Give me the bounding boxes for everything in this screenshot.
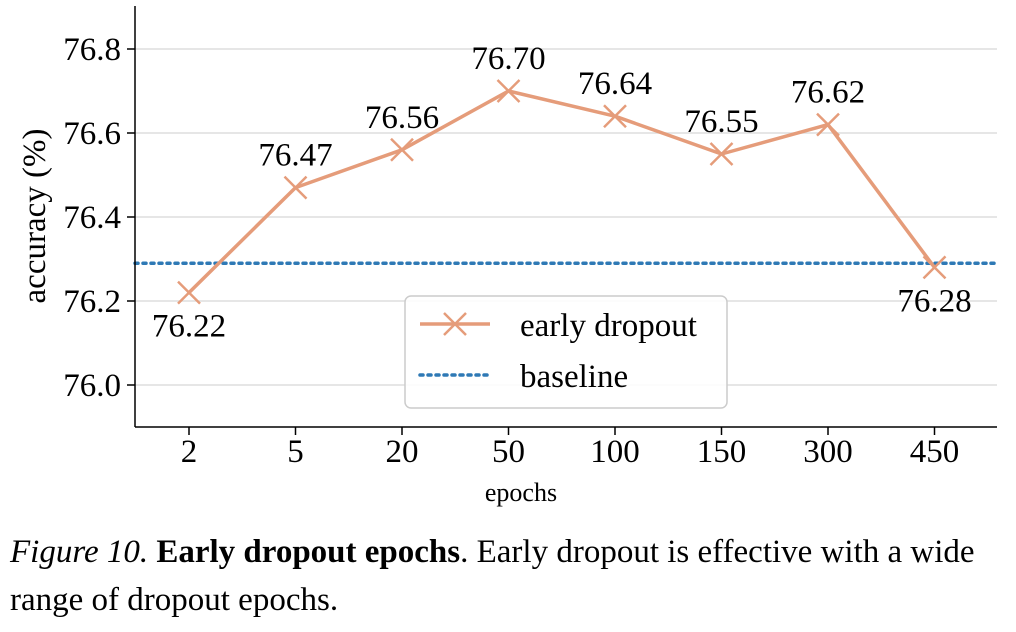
early-dropout-series [177, 79, 947, 305]
data-label: 76.70 [471, 41, 545, 77]
x-tick-label: 20 [386, 434, 419, 470]
data-label: 76.47 [258, 138, 332, 174]
y-axis-label: accuracy (%) [17, 129, 53, 304]
caption-title: Early dropout epochs [156, 534, 461, 570]
marker-stroke [816, 112, 840, 137]
legend: early dropout baseline [404, 295, 728, 409]
legend-entry-early-dropout [420, 312, 490, 336]
early-dropout-line [187, 89, 936, 294]
y-tick-label: 76.4 [63, 200, 121, 236]
marker-stroke [496, 79, 521, 103]
marker-stroke [922, 255, 947, 280]
data-point-marker [390, 137, 414, 162]
y-tick-label: 76.6 [63, 116, 121, 152]
legend-label-early-dropout: early dropout [520, 308, 697, 344]
legend-marker-stroke [443, 312, 467, 336]
grid-lines [135, 48, 997, 386]
x-tick-labels: 2 5 20 50 100 150 300 450 [181, 434, 960, 470]
x-tick-label: 150 [697, 434, 747, 470]
data-label: 76.28 [897, 283, 971, 319]
data-point-marker [922, 255, 947, 280]
marker-stroke [390, 137, 414, 162]
x-tick-label: 50 [492, 434, 525, 470]
axes [127, 6, 997, 435]
figure-caption: Figure 10. Early dropout epochs. Early d… [10, 528, 1010, 624]
x-tick-label: 450 [910, 434, 960, 470]
chart: 76.076.276.476.676.8 2 5 20 50 100 150 300 450 … [17, 6, 999, 507]
y-tick-labels: 76.0 76.2 76.4 76.6 76.8 [63, 32, 121, 404]
data-point-marker [603, 104, 627, 129]
caption-figure-label: Figure 10. [10, 534, 149, 570]
marker-stroke [177, 280, 201, 305]
x-tick-label: 100 [590, 434, 640, 470]
data-label: 76.22 [152, 309, 226, 345]
x-tick-label: 300 [803, 434, 853, 470]
x-tick-label: 2 [181, 434, 198, 470]
data-point-marker [177, 280, 201, 305]
marker-stroke [283, 175, 308, 200]
marker-stroke [603, 104, 627, 129]
data-point-marker [283, 175, 308, 200]
data-labels: 76.22 76.47 76.56 76.70 76.64 76.55 76.62 76.28 [152, 41, 972, 345]
y-tick-label: 76.2 [63, 284, 121, 320]
data-label: 76.62 [791, 75, 865, 111]
x-axis-label: epochs [485, 478, 557, 507]
y-tick-label: 76.0 [63, 368, 121, 404]
data-point-marker [496, 79, 521, 103]
data-label: 76.64 [578, 66, 652, 102]
data-label: 76.56 [365, 100, 439, 136]
legend-label-baseline: baseline [520, 359, 628, 395]
data-point-marker [709, 142, 734, 166]
caption-text: . Early dropout is effective with a wide… [10, 534, 975, 618]
x-tick-label: 5 [287, 434, 304, 470]
y-tick-label: 76.8 [63, 32, 121, 68]
data-label: 76.55 [684, 104, 758, 140]
data-point-marker [816, 112, 840, 137]
marker-stroke [709, 142, 734, 166]
